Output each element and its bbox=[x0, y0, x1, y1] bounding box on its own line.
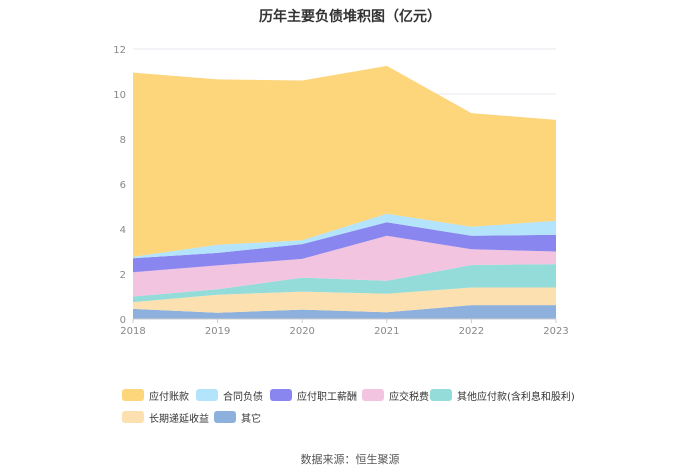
legend-swatch bbox=[196, 389, 218, 401]
x-tick-label: 2019 bbox=[205, 326, 230, 337]
y-tick-label: 6 bbox=[120, 180, 126, 191]
legend-label: 应付职工薪酬 bbox=[297, 391, 357, 403]
y-tick-label: 2 bbox=[120, 270, 126, 281]
chart-title: 历年主要负债堆积图（亿元） bbox=[259, 9, 441, 25]
area-series-4 bbox=[133, 222, 556, 273]
legend-swatch bbox=[362, 389, 384, 401]
legend-item[interactable]: 应付账款 bbox=[122, 388, 189, 403]
x-tick-label: 2022 bbox=[459, 326, 484, 337]
y-tick-label: 10 bbox=[113, 90, 126, 101]
axes: 0 2 4 6 8 10 12 2018 2019 2020 2021 2022 2023 bbox=[113, 45, 568, 337]
legend-swatch bbox=[214, 411, 236, 423]
legend-swatch bbox=[270, 389, 292, 401]
area-series-0 bbox=[133, 305, 556, 319]
legend-item[interactable]: 其它 bbox=[214, 410, 261, 425]
legend-label: 其它 bbox=[241, 413, 261, 425]
area-series-1 bbox=[133, 287, 556, 313]
source-note: 数据来源：恒生聚源 bbox=[300, 453, 400, 466]
area-series-layer bbox=[133, 65, 556, 319]
legend-label: 应交税费 bbox=[389, 391, 429, 403]
legend-item[interactable]: 长期递延收益 bbox=[122, 410, 209, 425]
area-series-6 bbox=[133, 65, 556, 257]
legend-item[interactable]: 应付职工薪酬 bbox=[270, 388, 357, 403]
legend-item[interactable]: 合同负债 bbox=[196, 388, 263, 403]
legend-item[interactable]: 其他应付款(含利息和股利) bbox=[430, 388, 575, 403]
legend-swatch bbox=[122, 389, 144, 401]
x-tick-label: 2023 bbox=[543, 326, 568, 337]
area-series-5 bbox=[133, 213, 556, 259]
legend-swatch bbox=[430, 389, 452, 401]
legend-label: 应付账款 bbox=[149, 391, 189, 403]
x-tick-label: 2021 bbox=[374, 326, 399, 337]
area-series-3 bbox=[133, 235, 556, 297]
y-tick-label: 4 bbox=[120, 225, 126, 236]
x-tick-label: 2020 bbox=[289, 326, 314, 337]
x-tick-label: 2018 bbox=[120, 326, 145, 337]
y-tick-label: 0 bbox=[120, 315, 126, 326]
legend-item[interactable]: 应交税费 bbox=[362, 388, 429, 403]
legend-label: 长期递延收益 bbox=[149, 413, 209, 425]
legend-swatch bbox=[122, 411, 144, 423]
y-tick-label: 8 bbox=[120, 135, 126, 146]
legend-label: 其他应付款(含利息和股利) bbox=[457, 391, 575, 403]
legend-label: 合同负债 bbox=[223, 391, 263, 403]
area-series-2 bbox=[133, 264, 556, 303]
y-tick-label: 12 bbox=[113, 45, 126, 56]
